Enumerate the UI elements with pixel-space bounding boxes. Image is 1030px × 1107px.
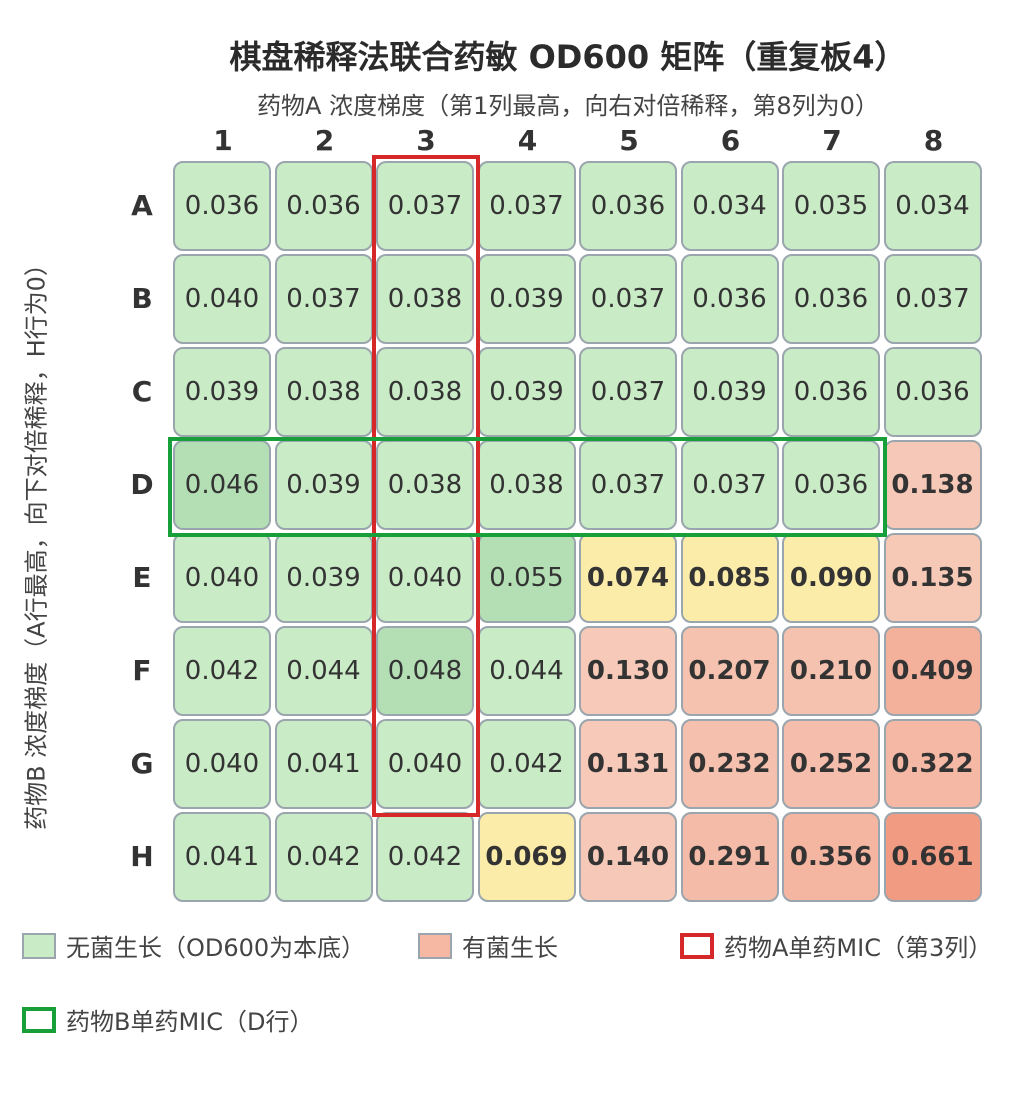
- row-label-C: C: [131, 375, 153, 408]
- heatmap-cell-E8: 0.135: [883, 533, 982, 623]
- heatmap-cell-B8: 0.037: [883, 254, 982, 344]
- heatmap-cell-A5: 0.036: [579, 161, 677, 251]
- column-label-1: 1: [213, 124, 233, 157]
- row-label-E: E: [132, 561, 152, 594]
- legend-item-growth: 有菌生长: [418, 928, 558, 963]
- legend-label-mic-a: 药物A单药MIC（第3列）: [724, 934, 993, 962]
- heatmap-cell-A8: 0.034: [883, 161, 982, 251]
- column-label-7: 7: [822, 124, 842, 157]
- legend-label-growth: 有菌生长: [462, 934, 558, 962]
- heatmap-cell-F5: 0.130: [579, 626, 677, 716]
- heatmap-cell-H7: 0.356: [782, 812, 880, 902]
- heatmap-cell-D5: 0.037: [579, 440, 677, 530]
- heatmap-cell-H5: 0.140: [579, 812, 677, 902]
- drug-a-mic-outline: [372, 155, 480, 817]
- heatmap-cell-B5: 0.037: [579, 254, 677, 344]
- heatmap-cell-D3: 0.038: [376, 440, 474, 530]
- heatmap-cell-F2: 0.044: [274, 626, 373, 716]
- heatmap-cell-D6: 0.037: [680, 440, 779, 530]
- legend-swatch-mic-b: [22, 1006, 56, 1033]
- heatmap-cell-F4: 0.044: [477, 626, 576, 716]
- drug-b-mic-outline: [168, 437, 887, 537]
- heatmap-cell-F8: 0.409: [883, 626, 982, 716]
- heatmap-cell-C3: 0.038: [376, 347, 474, 437]
- heatmap-cell-C6: 0.039: [680, 347, 779, 437]
- y-axis-label: 药物B 浓度梯度（A行最高，向下对倍稀释，H行为0）: [22, 252, 51, 830]
- column-label-5: 5: [619, 124, 639, 157]
- heatmap-cell-A6: 0.034: [680, 161, 779, 251]
- heatmap-cell-E6: 0.085: [680, 533, 779, 623]
- row-label-F: F: [132, 654, 152, 687]
- heatmap-cell-C8: 0.036: [883, 347, 982, 437]
- heatmap-cell-B2: 0.037: [274, 254, 373, 344]
- heatmap-cell-G3: 0.040: [376, 719, 474, 809]
- heatmap-cell-G5: 0.131: [579, 719, 677, 809]
- row-label-G: G: [130, 747, 154, 780]
- chart-subtitle: 药物A 浓度梯度（第1列最高，向右对倍稀释，第8列为0）: [257, 92, 879, 120]
- row-label-A: A: [131, 189, 153, 222]
- heatmap-cell-A1: 0.036: [173, 161, 271, 251]
- heatmap-cell-B6: 0.036: [680, 254, 779, 344]
- row-label-D: D: [130, 468, 154, 501]
- heatmap-cell-G7: 0.252: [782, 719, 880, 809]
- row-label-B: B: [131, 282, 153, 315]
- legend-swatch-mic-a: [680, 932, 714, 959]
- heatmap-cell-H4: 0.069: [477, 812, 576, 902]
- heatmap-cell-H8: 0.661: [883, 812, 982, 902]
- legend-item-mic-a: 药物A单药MIC（第3列）: [680, 928, 992, 963]
- column-label-4: 4: [517, 124, 538, 157]
- column-label-8: 8: [923, 124, 944, 157]
- column-label-6: 6: [720, 124, 741, 157]
- heatmap-cell-E7: 0.090: [782, 533, 880, 623]
- heatmap-cell-B7: 0.036: [782, 254, 880, 344]
- heatmap-cell-D7: 0.036: [782, 440, 880, 530]
- legend-swatch-growth: [418, 932, 452, 959]
- legend-label-mic-b: 药物B单药MIC（D行）: [66, 1008, 314, 1036]
- legend-label-no-growth: 无菌生长（OD600为本底）: [66, 934, 366, 962]
- heatmap-cell-A7: 0.035: [782, 161, 880, 251]
- heatmap-cell-E5: 0.074: [579, 533, 677, 623]
- heatmap-cell-E3: 0.040: [376, 533, 474, 623]
- heatmap-cell-E2: 0.039: [274, 533, 373, 623]
- heatmap-cell-F7: 0.210: [782, 626, 880, 716]
- heatmap-cell-B1: 0.040: [173, 254, 271, 344]
- heatmap-cell-H1: 0.041: [173, 812, 271, 902]
- heatmap-cell-E4: 0.055: [477, 533, 576, 623]
- column-label-3: 3: [416, 124, 436, 157]
- heatmap-cell-H6: 0.291: [680, 812, 779, 902]
- heatmap-cell-A2: 0.036: [274, 161, 373, 251]
- heatmap-cell-D2: 0.039: [274, 440, 373, 530]
- heatmap-cell-E1: 0.040: [173, 533, 271, 623]
- heatmap-cell-C4: 0.039: [477, 347, 576, 437]
- heatmap-cell-G1: 0.040: [173, 719, 271, 809]
- heatmap-cell-C1: 0.039: [173, 347, 271, 437]
- legend-item-mic-b: 药物B单药MIC（D行）: [22, 1002, 314, 1037]
- heatmap-cell-G8: 0.322: [883, 719, 982, 809]
- heatmap-cell-F3: 0.048: [376, 626, 474, 716]
- heatmap-cell-H2: 0.042: [274, 812, 373, 902]
- heatmap-cell-H3: 0.042: [376, 812, 474, 902]
- heatmap-cell-A4: 0.037: [477, 161, 576, 251]
- heatmap-cell-B3: 0.038: [376, 254, 474, 344]
- heatmap-cell-F1: 0.042: [173, 626, 271, 716]
- legend-swatch-no-growth: [22, 932, 56, 959]
- heatmap-cell-D1: 0.046: [173, 440, 271, 530]
- heatmap-cell-G2: 0.041: [274, 719, 373, 809]
- legend-item-no-growth: 无菌生长（OD600为本底）: [22, 928, 365, 963]
- heatmap-cell-C2: 0.038: [274, 347, 373, 437]
- heatmap-cell-D4: 0.038: [477, 440, 576, 530]
- heatmap-cell-D8: 0.138: [883, 440, 982, 530]
- heatmap-cell-A3: 0.037: [376, 161, 474, 251]
- heatmap-cell-C5: 0.037: [579, 347, 677, 437]
- chart-title: 棋盘稀释法联合药敏 OD600 矩阵（重复板4）: [229, 38, 907, 76]
- heatmap-cell-G4: 0.042: [477, 719, 576, 809]
- column-label-2: 2: [314, 124, 335, 157]
- heatmap-cell-F6: 0.207: [680, 626, 779, 716]
- heatmap-cell-G6: 0.232: [680, 719, 779, 809]
- heatmap-cell-C7: 0.036: [782, 347, 880, 437]
- row-label-H: H: [130, 840, 154, 873]
- heatmap-cell-B4: 0.039: [477, 254, 576, 344]
